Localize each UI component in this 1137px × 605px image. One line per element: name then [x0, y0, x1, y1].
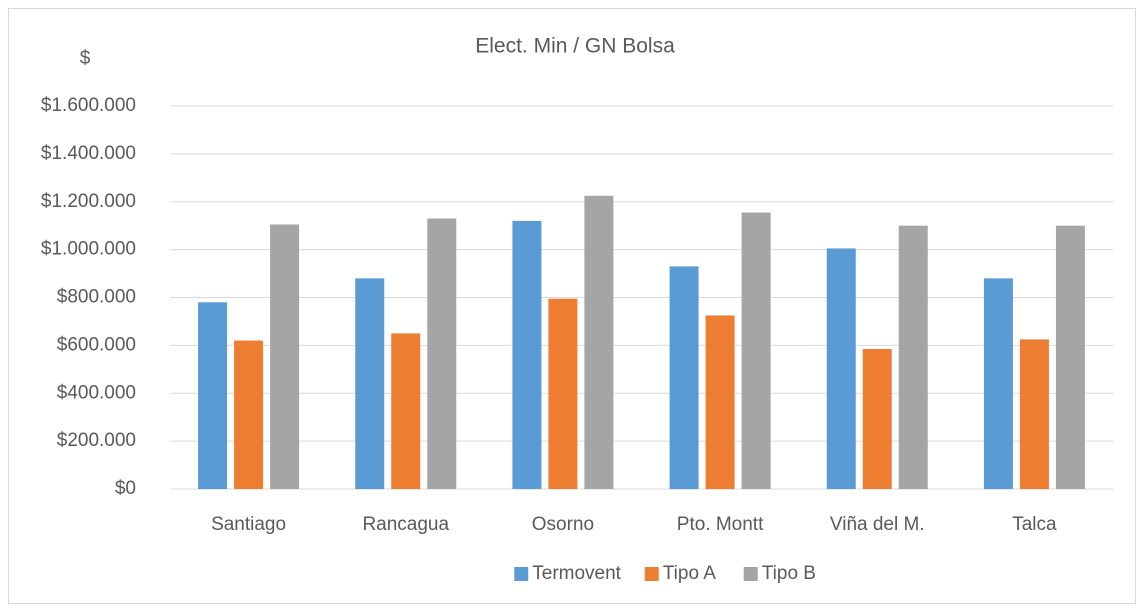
chart-title: Elect. Min / GN Bolsa [475, 35, 675, 58]
x-tick-label: Talca [1012, 514, 1057, 535]
bar [1019, 339, 1049, 489]
legend-swatch [644, 567, 659, 581]
legend-label: Tipo B [762, 563, 816, 584]
x-tick-label: Rancagua [362, 514, 449, 535]
bar [270, 224, 300, 489]
y-tick-label: $1.000.000 [41, 239, 136, 260]
bar [427, 218, 457, 489]
y-tick-label: $400.000 [57, 382, 136, 403]
x-tick-label: Santiago [211, 514, 286, 535]
y-axis-label: $ [80, 48, 91, 69]
y-tick-label: $600.000 [57, 334, 136, 355]
x-tick-label: Osorno [532, 514, 594, 535]
bar [898, 225, 928, 489]
bar [355, 278, 385, 489]
y-tick-label: $800.000 [57, 287, 136, 308]
legend-swatch [743, 567, 758, 581]
bar [584, 195, 614, 489]
legend-label: Termovent [532, 563, 621, 584]
y-tick-label: $200.000 [57, 430, 136, 451]
x-tick-label: Pto. Montt [677, 514, 764, 535]
y-tick-label: $1.400.000 [41, 143, 136, 164]
bar [548, 298, 578, 489]
bar [669, 266, 699, 489]
bar [741, 212, 771, 489]
legend-swatch [514, 567, 529, 581]
bar [1055, 225, 1085, 489]
bar [391, 333, 421, 489]
bar [234, 340, 264, 489]
bar [705, 315, 735, 489]
bar [983, 278, 1013, 489]
bar [826, 248, 856, 489]
y-tick-label: $1.200.000 [41, 191, 136, 212]
bar [512, 220, 542, 489]
bar [862, 348, 892, 489]
y-tick-label: $0 [115, 478, 136, 499]
y-tick-label: $1.600.000 [41, 95, 136, 116]
bar [198, 302, 228, 489]
legend-label: Tipo A [663, 563, 716, 584]
x-tick-label: Viña del M. [830, 514, 925, 535]
